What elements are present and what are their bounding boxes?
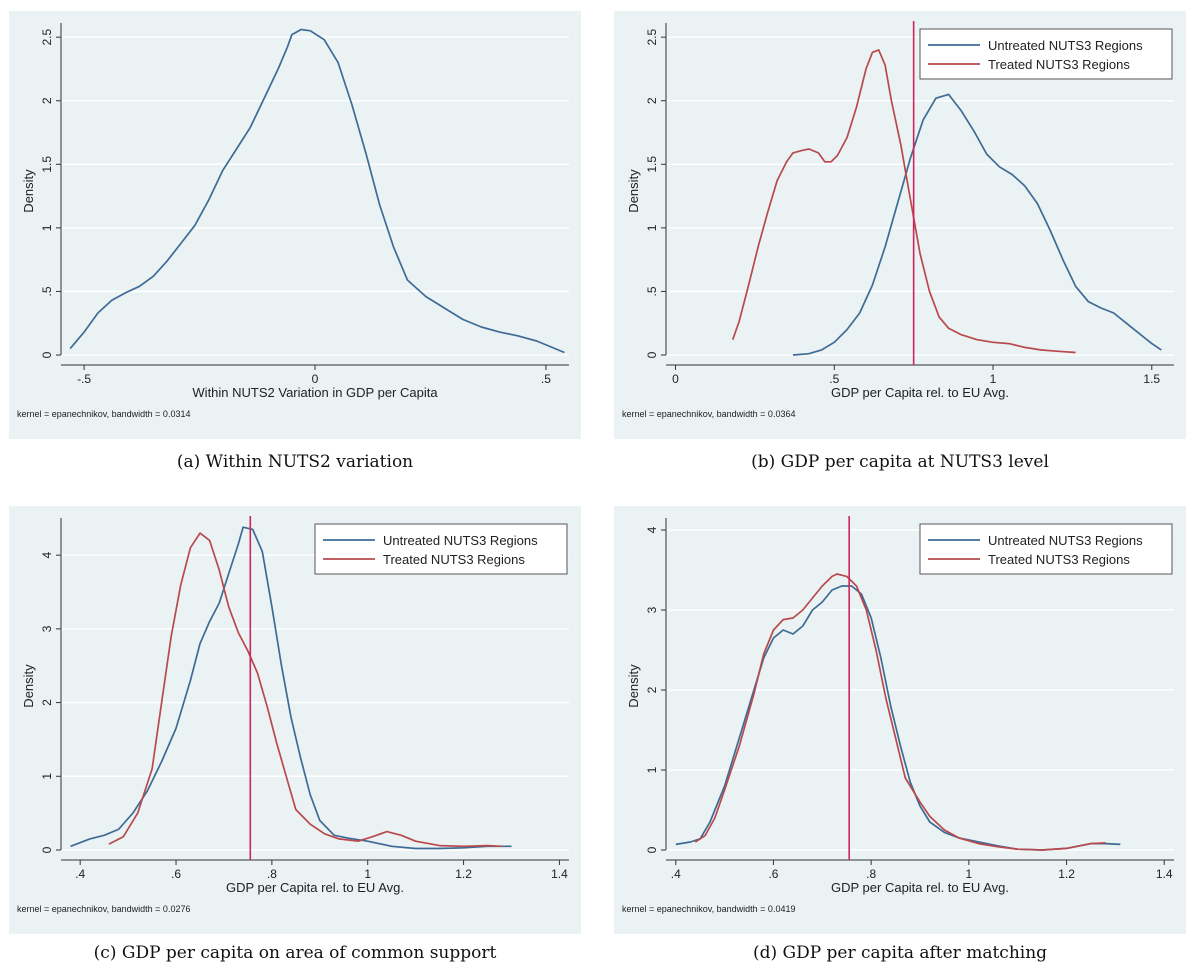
x-axis-label: GDP per Capita rel. to EU Avg. (226, 880, 404, 895)
y-tick-label: 2 (645, 97, 659, 104)
plot-area (61, 27, 569, 355)
plot-area (666, 522, 1174, 850)
legend-label: Treated NUTS3 Regions (383, 552, 525, 567)
x-tick-label: 1 (966, 867, 973, 881)
chart-panel-a: 0 .5 1 1.5 2 2.5 -.5 0 .5 Within NUTS2 Variation … (9, 11, 581, 439)
x-tick-label: .8 (866, 867, 876, 881)
kernel-note: kernel = epanechnikov, bandwidth = 0.036… (622, 409, 795, 419)
x-tick-label: 1.2 (455, 867, 472, 881)
chart-panel-d: 0 1 2 3 4 .4 .6 .8 1 1.2 1.4 GDP per Capita rel. to… (614, 506, 1186, 934)
series-line (70, 526, 512, 850)
x-axis-label: Within NUTS2 Variation in GDP per Capita (192, 385, 438, 400)
plot-area (666, 27, 1174, 355)
legend-label: Untreated NUTS3 Regions (383, 533, 538, 548)
y-tick-label: 0 (645, 846, 659, 853)
y-tick-label: 1 (40, 773, 54, 780)
x-tick-label: 1 (364, 867, 371, 881)
x-tick-label: 1 (990, 372, 997, 386)
y-tick-label: 3 (40, 625, 54, 632)
y-axis-label: Density (626, 664, 641, 708)
caption-b: (b) GDP per capita at NUTS3 level (751, 452, 1049, 472)
y-axis-label: Density (21, 664, 36, 708)
chart-panel-c: 0 1 2 3 4 .4 .6 .8 1 1.2 1.4 GDP per Capita rel. to… (9, 506, 581, 934)
y-tick-label: 2.5 (645, 29, 659, 46)
y-axis-label: Density (21, 169, 36, 213)
kernel-note: kernel = epanechnikov, bandwidth = 0.031… (17, 409, 190, 419)
legend-label: Treated NUTS3 Regions (988, 552, 1130, 567)
y-tick-label: 2 (645, 686, 659, 693)
y-axis-label: Density (626, 169, 641, 213)
legend-box (314, 523, 568, 575)
kernel-note: kernel = epanechnikov, bandwidth = 0.041… (622, 904, 795, 914)
y-tick-label: 3 (645, 606, 659, 613)
y-tick-label: 1 (645, 224, 659, 231)
caption-a: (a) Within NUTS2 variation (176, 452, 414, 472)
series-line (108, 532, 502, 848)
y-tick-label: 1 (40, 224, 54, 231)
y-tick-label: 4 (40, 552, 54, 559)
x-tick-label: .5 (541, 372, 551, 386)
chart-d: 0 1 2 3 4 .4 .6 .8 1 1.2 1.4 GDP per Capita rel. to… (622, 516, 1174, 914)
y-tick-label: 0 (40, 351, 54, 358)
x-tick-label: .5 (829, 372, 839, 386)
y-tick-label: 2.5 (40, 29, 54, 46)
x-tick-label: .4 (75, 867, 85, 881)
chart-panel-b: 0 .5 1 1.5 2 2.5 0 .5 1 1.5 GDP per Capita rel. to… (614, 11, 1186, 439)
x-tick-label: 1.5 (1143, 372, 1160, 386)
y-tick-label: 0 (40, 846, 54, 853)
caption-d: (d) GDP per capita after matching (752, 943, 1048, 963)
x-tick-label: .6 (171, 867, 181, 881)
legend-box (919, 28, 1173, 80)
y-tick-label: 2 (40, 97, 54, 104)
legend-label: Treated NUTS3 Regions (988, 57, 1130, 72)
y-tick-label: 1.5 (40, 156, 54, 173)
x-tick-label: -.5 (77, 372, 91, 386)
chart-b: 0 .5 1 1.5 2 2.5 0 .5 1 1.5 GDP per Capita rel. to… (622, 21, 1174, 419)
y-tick-label: 2 (40, 699, 54, 706)
plot-area (61, 522, 569, 850)
chart-a: 0 .5 1 1.5 2 2.5 -.5 0 .5 Within NUTS2 Variation … (17, 23, 569, 419)
x-tick-label: .8 (267, 867, 277, 881)
series-line (731, 49, 1076, 354)
series-line (792, 93, 1162, 356)
chart-c: 0 1 2 3 4 .4 .6 .8 1 1.2 1.4 GDP per Capita rel. to… (17, 516, 569, 914)
x-tick-label: 1.2 (1058, 867, 1075, 881)
legend-label: Untreated NUTS3 Regions (988, 38, 1143, 53)
kernel-note: kernel = epanechnikov, bandwidth = 0.027… (17, 904, 190, 914)
x-axis-label: GDP per Capita rel. to EU Avg. (831, 385, 1009, 400)
y-tick-label: 1.5 (645, 156, 659, 173)
series-line (694, 573, 1106, 851)
y-tick-label: 1 (645, 766, 659, 773)
x-tick-label: .4 (671, 867, 681, 881)
series-line (69, 28, 565, 354)
caption-c: (c) GDP per capita on area of common sup… (93, 943, 497, 963)
legend-label: Untreated NUTS3 Regions (988, 533, 1143, 548)
x-tick-label: .6 (768, 867, 778, 881)
y-tick-label: .5 (645, 286, 659, 296)
x-tick-label: 0 (672, 372, 679, 386)
legend-box (919, 523, 1173, 575)
x-tick-label: 0 (312, 372, 319, 386)
x-axis-label: GDP per Capita rel. to EU Avg. (831, 880, 1009, 895)
x-tick-label: 1.4 (551, 867, 568, 881)
y-tick-label: 4 (645, 526, 659, 533)
x-tick-label: 1.4 (1156, 867, 1173, 881)
y-tick-label: .5 (40, 286, 54, 296)
y-tick-label: 0 (645, 351, 659, 358)
